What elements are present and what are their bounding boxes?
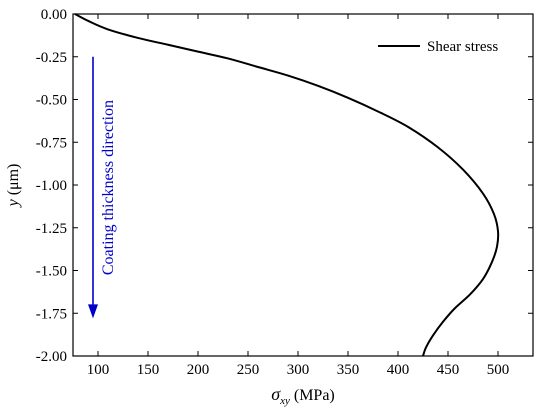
x-tick-label: 300 [287,362,310,378]
x-tick-label: 150 [137,362,160,378]
x-tick-label: 450 [437,362,460,378]
y-tick-label: -0.25 [36,50,67,66]
annotation-coating-thickness-direction: Coating thickness direction [100,100,117,275]
y-tick-label: -1.50 [36,264,67,280]
x-tick-label: 400 [387,362,410,378]
legend-label-shear-stress: Shear stress [427,39,498,55]
x-tick-label: 350 [337,362,360,378]
y-tick-label: -0.75 [36,135,67,151]
y-tick-label: 0.00 [41,7,67,23]
y-tick-label: -2.00 [36,349,67,365]
plot-frame [72,13,534,357]
x-tick-label: 500 [487,362,510,378]
annotation-layer: Coating thickness direction [88,56,117,319]
y-tick-label: -1.25 [36,221,67,237]
y-axis-label: y (μm) [5,164,22,209]
x-tick-label: 100 [87,362,110,378]
series-line-shear-stress [74,13,500,357]
y-tick-label: -1.00 [36,178,67,194]
y-tick-label: -1.75 [36,306,67,322]
axis-ticks: 100 150 200 250 300 350 400 450 500 0.00 -0.25 -0.5… [36,7,533,378]
x-tick-label: 250 [237,362,260,378]
y-tick-label: -0.50 [36,93,67,109]
x-axis-label: σxy (MPa) [271,384,335,407]
x-tick-label: 200 [187,362,210,378]
arrow-head-icon [88,304,98,319]
legend: Shear stress [378,39,498,55]
